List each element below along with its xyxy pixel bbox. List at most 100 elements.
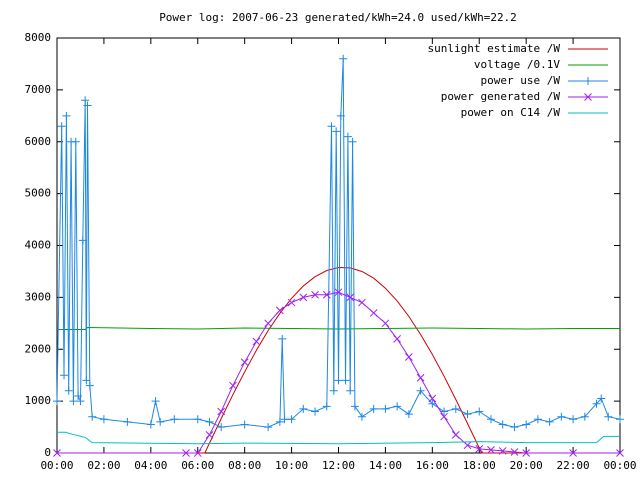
point-marker xyxy=(62,111,71,120)
point-marker xyxy=(510,448,519,456)
point-marker xyxy=(170,415,179,424)
point-marker xyxy=(522,449,531,457)
point-marker xyxy=(264,319,272,328)
point-marker xyxy=(311,407,320,416)
y-tick-label: 8000 xyxy=(25,31,52,44)
series-line xyxy=(57,431,620,445)
point-marker xyxy=(616,449,624,457)
point-marker xyxy=(348,137,357,146)
point-marker xyxy=(334,376,343,385)
point-marker xyxy=(332,127,341,136)
point-marker xyxy=(522,420,531,429)
point-marker xyxy=(616,415,624,424)
legend-label: power generated /W xyxy=(441,90,561,103)
point-marker xyxy=(343,132,352,141)
point-marker xyxy=(557,412,566,421)
x-tick-label: 06:00 xyxy=(181,459,214,472)
legend-label: voltage /0.1V xyxy=(474,58,560,71)
point-marker xyxy=(580,412,589,421)
legend-label: power use /W xyxy=(481,74,561,87)
point-marker xyxy=(416,386,425,395)
point-marker xyxy=(229,381,237,390)
chart-title: Power log: 2007-06-23 generated/kWh=24.0… xyxy=(159,11,517,24)
legend-marker xyxy=(584,93,592,101)
point-marker xyxy=(405,353,413,361)
point-marker xyxy=(74,391,83,400)
point-marker xyxy=(81,96,90,105)
y-tick-label: 2000 xyxy=(25,342,52,355)
x-tick-label: 08:00 xyxy=(228,459,261,472)
point-marker xyxy=(569,449,577,457)
point-marker xyxy=(416,373,425,382)
point-marker xyxy=(358,298,366,307)
point-marker xyxy=(604,412,613,421)
point-marker xyxy=(428,399,437,408)
point-marker xyxy=(64,386,73,395)
legend-marker xyxy=(584,77,592,85)
x-tick-label: 20:00 xyxy=(510,459,543,472)
y-tick-label: 6000 xyxy=(25,135,52,148)
point-marker xyxy=(346,386,355,395)
point-marker xyxy=(156,417,165,426)
point-marker xyxy=(146,420,155,429)
point-marker xyxy=(451,430,460,439)
point-marker xyxy=(381,319,390,328)
x-tick-label: 02:00 xyxy=(87,459,120,472)
y-tick-label: 7000 xyxy=(25,83,52,96)
point-marker xyxy=(440,407,449,416)
point-marker xyxy=(327,122,336,131)
point-marker xyxy=(264,423,273,432)
point-marker xyxy=(498,447,507,455)
point-marker xyxy=(276,306,284,315)
point-marker xyxy=(83,101,92,110)
x-tick-label: 16:00 xyxy=(416,459,449,472)
point-marker xyxy=(428,394,437,403)
point-marker xyxy=(463,410,472,419)
point-marker xyxy=(205,417,214,426)
point-marker xyxy=(369,309,378,317)
point-marker xyxy=(280,415,289,424)
point-marker xyxy=(123,417,132,426)
point-marker xyxy=(299,404,308,413)
point-marker xyxy=(510,423,519,432)
y-tick-label: 1000 xyxy=(25,394,52,407)
x-tick-label: 00:00 xyxy=(40,459,73,472)
point-marker xyxy=(597,394,606,403)
point-marker xyxy=(341,376,350,385)
point-marker xyxy=(76,397,85,406)
point-marker xyxy=(60,371,69,380)
point-marker xyxy=(311,290,319,299)
point-marker xyxy=(287,415,296,424)
y-tick-label: 4000 xyxy=(25,239,52,252)
point-marker xyxy=(182,449,190,457)
point-marker xyxy=(57,122,66,131)
point-marker xyxy=(336,111,345,120)
point-marker xyxy=(487,446,495,454)
x-tick-label: 18:00 xyxy=(463,459,496,472)
point-marker xyxy=(369,404,378,413)
legend-label: power on C14 /W xyxy=(461,106,561,119)
point-marker xyxy=(592,399,601,408)
point-marker xyxy=(82,376,91,385)
point-marker xyxy=(334,288,343,297)
point-marker xyxy=(463,441,472,450)
point-marker xyxy=(240,420,249,429)
point-marker xyxy=(393,335,401,343)
x-tick-label: 00:00 xyxy=(603,459,636,472)
point-marker xyxy=(99,415,108,424)
legend-label: sunlight estimate /W xyxy=(428,42,561,55)
point-marker xyxy=(350,402,359,411)
point-marker xyxy=(71,137,80,146)
x-tick-label: 12:00 xyxy=(322,459,355,472)
point-marker xyxy=(381,404,390,413)
point-marker xyxy=(275,417,284,426)
x-tick-label: 22:00 xyxy=(557,459,590,472)
point-marker xyxy=(545,417,554,426)
point-marker xyxy=(217,423,226,432)
point-marker xyxy=(151,397,160,406)
y-tick-label: 5000 xyxy=(25,187,52,200)
point-marker xyxy=(193,415,202,424)
